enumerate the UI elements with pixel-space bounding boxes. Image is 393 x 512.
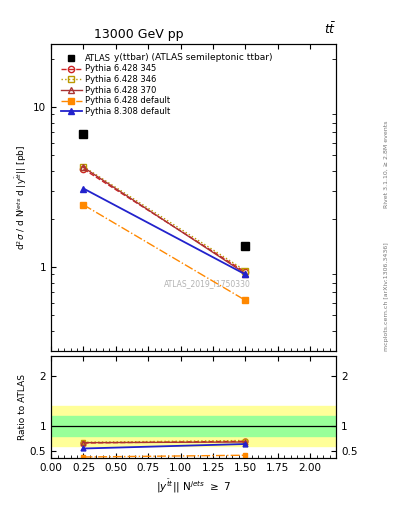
Text: y(ttbar) (ATLAS semileptonic ttbar): y(ttbar) (ATLAS semileptonic ttbar): [114, 53, 273, 62]
X-axis label: $|y^{\bar{t}t}||$ N$^{jets}$ $\geq$ 7: $|y^{\bar{t}t}||$ N$^{jets}$ $\geq$ 7: [156, 477, 231, 495]
Bar: [51, 406, 336, 446]
Bar: [51, 416, 336, 436]
Text: Rivet 3.1.10, ≥ 2.8M events: Rivet 3.1.10, ≥ 2.8M events: [384, 120, 389, 207]
Text: mcplots.cern.ch [arXiv:1306.3436]: mcplots.cern.ch [arXiv:1306.3436]: [384, 243, 389, 351]
Y-axis label: Ratio to ATLAS: Ratio to ATLAS: [18, 374, 27, 440]
Text: ATLAS_2019_I1750330: ATLAS_2019_I1750330: [164, 279, 251, 288]
Y-axis label: d$^2\sigma$ / d N$^{jets}$ d |y$^{\bar{t}t}$|| [pb]: d$^2\sigma$ / d N$^{jets}$ d |y$^{\bar{t…: [13, 144, 29, 250]
Text: 13000 GeV pp: 13000 GeV pp: [94, 28, 183, 41]
Text: $t\bar{t}$: $t\bar{t}$: [324, 22, 336, 37]
Legend: ATLAS, Pythia 6.428 345, Pythia 6.428 346, Pythia 6.428 370, Pythia 6.428 defaul: ATLAS, Pythia 6.428 345, Pythia 6.428 34…: [61, 54, 171, 116]
